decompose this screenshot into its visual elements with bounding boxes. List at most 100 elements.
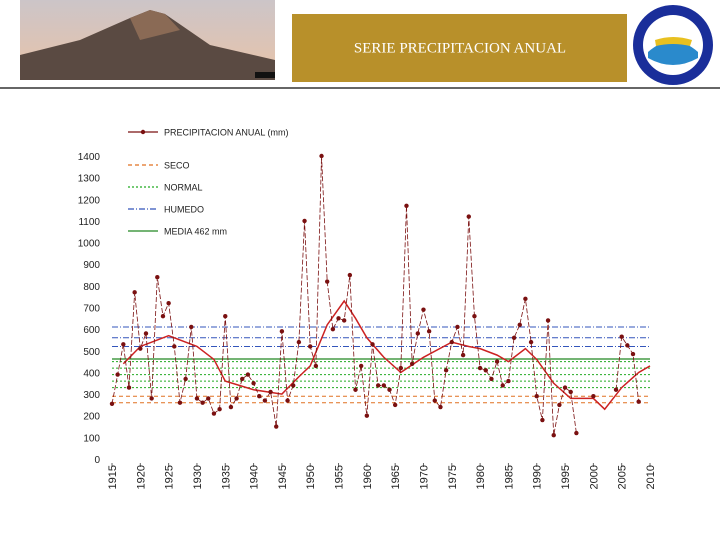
- x-tick-label: 1985: [503, 465, 515, 489]
- data-point: [398, 365, 404, 371]
- header-photo: [20, 0, 275, 80]
- data-point: [483, 368, 488, 373]
- data-point: [291, 383, 296, 388]
- data-point: [523, 296, 528, 302]
- data-point: [341, 318, 347, 323]
- y-tick-label: 600: [83, 325, 100, 336]
- y-tick-label: 1000: [78, 239, 101, 250]
- data-point: [551, 432, 556, 438]
- data-point: [557, 402, 562, 408]
- data-point: [325, 279, 330, 284]
- data-point: [489, 376, 494, 382]
- x-tick-label: 1975: [447, 465, 459, 489]
- data-point: [160, 313, 166, 319]
- legend-label: HUMEDO: [164, 205, 204, 215]
- data-point: [189, 324, 194, 330]
- data-point: [115, 372, 120, 377]
- data-point: [109, 401, 115, 407]
- legend-marker: [140, 129, 146, 135]
- x-tick-label: 1930: [192, 465, 204, 489]
- data-point: [449, 339, 454, 345]
- data-point: [500, 383, 505, 388]
- data-point: [528, 339, 534, 345]
- x-tick-label: 1995: [560, 465, 572, 489]
- data-point: [149, 396, 154, 401]
- x-tick-label: 1990: [532, 465, 544, 489]
- data-point: [466, 214, 471, 219]
- data-point: [206, 396, 211, 401]
- data-point: [257, 394, 262, 399]
- data-point: [364, 413, 370, 418]
- y-tick-label: 1200: [78, 195, 101, 206]
- data-point: [545, 318, 551, 323]
- data-point: [172, 344, 177, 349]
- data-point: [409, 361, 415, 366]
- legend-label: NORMAL: [164, 183, 203, 193]
- data-point: [591, 394, 596, 399]
- y-tick-label: 700: [83, 304, 100, 315]
- legend-label: SECO: [164, 161, 190, 171]
- y-tick-label: 1100: [78, 217, 100, 228]
- data-point: [194, 396, 200, 401]
- y-tick-label: 200: [83, 412, 100, 423]
- x-tick-label: 1960: [362, 465, 374, 489]
- data-point: [302, 218, 307, 224]
- data-point: [183, 376, 188, 382]
- data-point: [381, 383, 387, 388]
- data-point: [460, 352, 466, 358]
- data-point: [472, 313, 477, 319]
- data-point: [279, 329, 285, 334]
- y-tick-label: 900: [83, 260, 100, 271]
- data-point: [126, 385, 132, 390]
- data-point: [636, 399, 641, 404]
- data-point: [313, 363, 319, 369]
- data-point: [574, 430, 579, 436]
- data-point: [319, 153, 324, 159]
- data-point: [285, 398, 290, 403]
- data-point: [438, 404, 443, 410]
- y-tick-label: 800: [83, 282, 100, 293]
- data-point: [421, 307, 426, 312]
- data-point: [268, 389, 273, 395]
- y-tick-label: 400: [83, 368, 100, 379]
- data-point: [217, 407, 222, 412]
- data-point: [138, 346, 143, 351]
- x-tick-label: 2000: [588, 465, 600, 489]
- legend-label: MEDIA 462 mm: [164, 227, 227, 237]
- x-tick-label: 1945: [277, 465, 289, 489]
- data-point: [143, 331, 149, 336]
- x-tick-label: 1940: [249, 465, 261, 489]
- data-point: [392, 402, 398, 408]
- series-line: [111, 155, 577, 436]
- data-point: [274, 424, 279, 429]
- data-point: [347, 272, 353, 278]
- data-point: [568, 389, 573, 395]
- data-point: [308, 344, 313, 349]
- legend-label: PRECIPITACION ANUAL (mm): [164, 128, 289, 138]
- data-point: [630, 351, 636, 357]
- trend-line: [122, 299, 651, 411]
- data-point: [245, 372, 251, 377]
- data-point: [358, 363, 364, 369]
- data-point: [353, 387, 358, 392]
- data-point: [517, 322, 522, 328]
- data-point: [415, 331, 421, 336]
- x-tick-label: 1925: [164, 465, 176, 489]
- data-point: [506, 378, 511, 384]
- x-tick-label: 1950: [305, 465, 317, 489]
- x-tick-label: 1970: [418, 465, 430, 489]
- data-point: [404, 203, 409, 208]
- x-tick-label: 2010: [645, 465, 657, 489]
- y-tick-label: 500: [83, 347, 100, 358]
- data-point: [625, 343, 630, 348]
- y-tick-label: 1400: [78, 152, 101, 163]
- data-point: [619, 334, 624, 339]
- data-point: [613, 387, 619, 392]
- data-point: [511, 335, 517, 340]
- data-point: [562, 385, 568, 390]
- data-point: [330, 326, 336, 332]
- data-point: [455, 324, 460, 330]
- data-point: [540, 417, 545, 423]
